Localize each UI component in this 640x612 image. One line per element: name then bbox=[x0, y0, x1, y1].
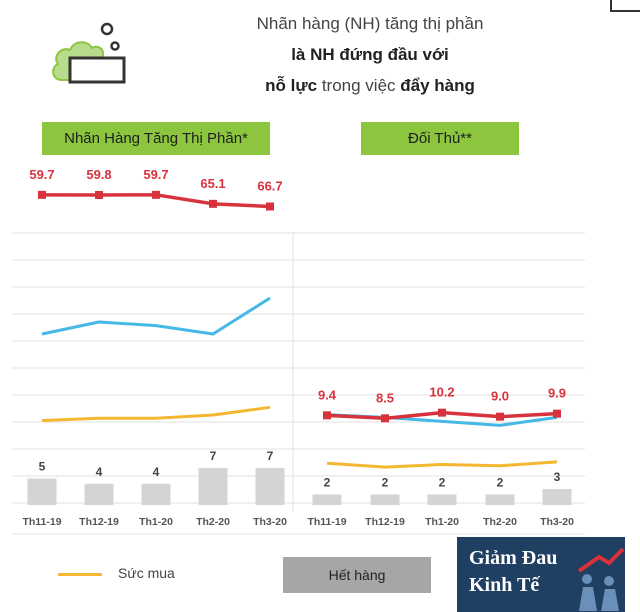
headline-line-1: Nhãn hàng (NH) tăng thị phần bbox=[256, 14, 484, 33]
point-thi-phan-brand-3 bbox=[209, 199, 217, 208]
x-tick-brand-0: Th11-19 bbox=[22, 516, 61, 528]
bar-label-brand-3: 7 bbox=[210, 449, 217, 463]
legend-swatch-suc-mua bbox=[58, 573, 102, 576]
bar-label-competitor-0: 2 bbox=[324, 475, 331, 489]
bar-label-brand-2: 4 bbox=[153, 465, 160, 479]
label-thi-phan-brand-0: 59.7 bbox=[29, 167, 54, 182]
x-tick-brand-3: Th2-20 bbox=[196, 516, 230, 528]
bar-het-hang-competitor-2 bbox=[427, 494, 457, 505]
bar-het-hang-competitor-4 bbox=[542, 489, 572, 505]
bar-het-hang-brand-3 bbox=[198, 467, 228, 505]
point-thi-phan-brand-2 bbox=[152, 190, 160, 199]
bar-het-hang-brand-4 bbox=[255, 467, 285, 505]
x-tick-competitor-1: Th12-19 bbox=[365, 516, 405, 528]
bar-het-hang-competitor-1 bbox=[370, 494, 400, 505]
label-thi-phan-brand-4: 66.7 bbox=[257, 179, 282, 194]
headline-line-2: là NH đứng đầu với bbox=[291, 45, 449, 64]
point-thi-phan-brand-4 bbox=[266, 202, 274, 211]
label-thi-phan-competitor-0: 9.4 bbox=[318, 387, 337, 402]
brand-line-2: Kinh Tế bbox=[469, 574, 540, 596]
bar-label-competitor-3: 2 bbox=[497, 475, 504, 489]
headline-line-3: nỗ lực trong việc đẩy hàng bbox=[265, 76, 475, 95]
bar-het-hang-brand-0 bbox=[27, 478, 57, 505]
brand-logo: Giảm Đau Kinh Tế bbox=[457, 537, 625, 612]
label-thi-phan-brand-1: 59.8 bbox=[86, 167, 111, 182]
bar-label-brand-4: 7 bbox=[267, 449, 274, 463]
label-thi-phan-competitor-1: 8.5 bbox=[376, 390, 394, 405]
x-tick-competitor-2: Th1-20 bbox=[425, 516, 459, 528]
line-suc-mua-brand bbox=[41, 405, 271, 422]
label-thi-phan-competitor-4: 9.9 bbox=[548, 386, 566, 401]
point-thi-phan-competitor-2 bbox=[438, 408, 446, 417]
corner-mark bbox=[610, 0, 640, 12]
label-thi-phan-competitor-3: 9.0 bbox=[491, 389, 509, 404]
label-thi-phan-brand-3: 65.1 bbox=[200, 176, 225, 191]
legend-label-suc-mua: Sức mua bbox=[118, 565, 175, 581]
bar-label-competitor-1: 2 bbox=[382, 475, 389, 489]
x-tick-competitor-4: Th3-20 bbox=[540, 516, 574, 528]
bar-het-hang-competitor-0 bbox=[312, 494, 342, 505]
soap-bubbles-icon bbox=[52, 22, 126, 84]
bar-het-hang-brand-2 bbox=[141, 483, 171, 505]
point-thi-phan-competitor-4 bbox=[553, 409, 561, 418]
point-thi-phan-brand-1 bbox=[95, 191, 103, 199]
brand-line-1: Giảm Đau bbox=[469, 547, 558, 569]
bar-label-brand-1: 4 bbox=[96, 465, 103, 479]
brand-figures-icon bbox=[577, 547, 625, 611]
x-tick-competitor-3: Th2-20 bbox=[483, 516, 517, 528]
point-thi-phan-competitor-1 bbox=[381, 414, 389, 423]
x-tick-competitor-0: Th11-19 bbox=[307, 516, 346, 528]
x-tick-brand-2: Th1-20 bbox=[139, 516, 173, 528]
bar-label-competitor-2: 2 bbox=[439, 475, 446, 489]
panel-label-brand: Nhãn Hàng Tăng Thị Phần* bbox=[42, 122, 270, 155]
label-thi-phan-brand-2: 59.7 bbox=[143, 167, 168, 182]
line-blue-brand bbox=[41, 296, 271, 336]
line-suc-mua-competitor bbox=[326, 460, 558, 469]
bar-label-brand-0: 5 bbox=[39, 460, 46, 474]
x-tick-brand-1: Th12-19 bbox=[79, 516, 119, 528]
legend-label-het-hang: Hết hàng bbox=[283, 557, 431, 593]
bar-het-hang-brand-1 bbox=[84, 483, 114, 505]
point-thi-phan-competitor-0 bbox=[323, 411, 331, 420]
headline: Nhãn hàng (NH) tăng thị phần là NH đứng … bbox=[220, 8, 520, 101]
point-thi-phan-competitor-3 bbox=[496, 412, 504, 421]
bar-label-competitor-4: 3 bbox=[554, 470, 561, 484]
label-thi-phan-competitor-2: 10.2 bbox=[429, 385, 454, 400]
point-thi-phan-brand-0 bbox=[38, 190, 46, 199]
x-tick-brand-4: Th3-20 bbox=[253, 516, 287, 528]
bar-het-hang-competitor-3 bbox=[485, 494, 515, 505]
panel-label-competitor: Đối Thủ** bbox=[361, 122, 519, 155]
